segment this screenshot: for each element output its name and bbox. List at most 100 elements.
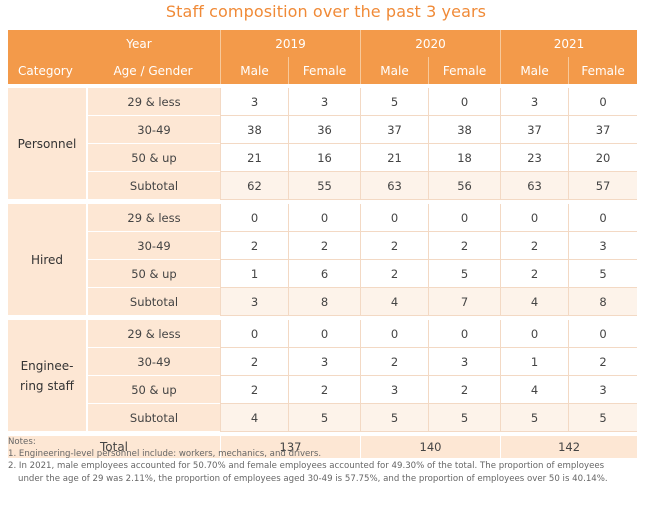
notes-heading: Notes: bbox=[8, 437, 36, 447]
note-1: 1. Engineering-level personnel include: … bbox=[8, 449, 322, 460]
value-cell: 2 bbox=[500, 260, 569, 288]
female-header: Female bbox=[568, 57, 638, 84]
total-value-2021: 142 bbox=[500, 436, 638, 458]
category-cell: Enginee-ring staff bbox=[8, 320, 86, 432]
table-row: 30-49 2 3 2 3 1 2 bbox=[8, 348, 638, 376]
value-cell: 5 bbox=[568, 260, 638, 288]
value-cell: 36 bbox=[288, 116, 361, 144]
age-cell: 50 & up bbox=[86, 144, 220, 172]
table-row: Subtotal 3 8 4 7 4 8 bbox=[8, 288, 638, 316]
header-row-years: Year 2019 2020 2021 bbox=[8, 30, 638, 57]
value-cell: 3 bbox=[568, 376, 638, 404]
value-cell: 2 bbox=[568, 348, 638, 376]
value-cell: 3 bbox=[500, 88, 569, 116]
page-title: Staff composition over the past 3 years bbox=[165, 2, 487, 21]
year-header-2019: 2019 bbox=[220, 30, 361, 57]
age-gender-header: Age / Gender bbox=[86, 57, 220, 84]
header-row-gender: Category Age / Gender Male Female Male F… bbox=[8, 57, 638, 84]
value-cell: 0 bbox=[568, 320, 638, 348]
age-cell: 50 & up bbox=[86, 376, 220, 404]
value-cell: 63 bbox=[500, 172, 569, 200]
table-row: 30-49 2 2 2 2 2 3 bbox=[8, 232, 638, 260]
value-cell: 2 bbox=[220, 376, 288, 404]
table-row: 50 & up 1 6 2 5 2 5 bbox=[8, 260, 638, 288]
value-cell: 38 bbox=[220, 116, 288, 144]
value-cell: 2 bbox=[360, 348, 429, 376]
value-cell: 37 bbox=[360, 116, 429, 144]
total-label: Total bbox=[8, 436, 220, 458]
value-cell: 38 bbox=[428, 116, 501, 144]
total-row: Total 137 140 142 bbox=[8, 436, 638, 458]
value-cell: 3 bbox=[220, 88, 288, 116]
value-cell: 2 bbox=[288, 232, 361, 260]
value-cell: 18 bbox=[428, 144, 501, 172]
value-cell: 16 bbox=[288, 144, 361, 172]
value-cell: 2 bbox=[220, 232, 288, 260]
age-cell: 29 & less bbox=[86, 204, 220, 232]
value-cell: 5 bbox=[500, 404, 569, 432]
value-cell: 63 bbox=[360, 172, 429, 200]
value-cell: 2 bbox=[428, 376, 501, 404]
value-cell: 0 bbox=[500, 204, 569, 232]
value-cell: 5 bbox=[568, 404, 638, 432]
value-cell: 2 bbox=[288, 376, 361, 404]
value-cell: 2 bbox=[220, 348, 288, 376]
age-cell: Subtotal bbox=[86, 288, 220, 316]
value-cell: 4 bbox=[220, 404, 288, 432]
value-cell: 2 bbox=[500, 232, 569, 260]
value-cell: 56 bbox=[428, 172, 501, 200]
male-header: Male bbox=[220, 57, 288, 84]
value-cell: 4 bbox=[500, 288, 569, 316]
year-header: Year bbox=[8, 30, 220, 57]
value-cell: 3 bbox=[428, 348, 501, 376]
category-label: Hired bbox=[30, 252, 64, 267]
age-cell: 29 & less bbox=[86, 88, 220, 116]
value-cell: 0 bbox=[428, 320, 501, 348]
value-cell: 21 bbox=[220, 144, 288, 172]
value-cell: 0 bbox=[568, 204, 638, 232]
category-label: Personnel bbox=[17, 136, 77, 151]
value-cell: 3 bbox=[288, 348, 361, 376]
value-cell: 3 bbox=[568, 232, 638, 260]
table-row: Subtotal 4 5 5 5 5 5 bbox=[8, 404, 638, 432]
female-header: Female bbox=[428, 57, 501, 84]
table-row: 50 & up 21 16 21 18 23 20 bbox=[8, 144, 638, 172]
value-cell: 0 bbox=[360, 320, 429, 348]
year-header-2020: 2020 bbox=[360, 30, 501, 57]
value-cell: 0 bbox=[360, 204, 429, 232]
value-cell: 3 bbox=[220, 288, 288, 316]
value-cell: 4 bbox=[360, 288, 429, 316]
value-cell: 0 bbox=[288, 320, 361, 348]
value-cell: 55 bbox=[288, 172, 361, 200]
value-cell: 5 bbox=[360, 404, 429, 432]
table-row: Personnel 29 & less 3 3 5 0 3 0 bbox=[8, 88, 638, 200]
value-cell: 6 bbox=[288, 260, 361, 288]
value-cell: 7 bbox=[428, 288, 501, 316]
table-row: 30-49 38 36 37 38 37 37 bbox=[8, 116, 638, 144]
value-cell: 2 bbox=[360, 260, 429, 288]
value-cell: 37 bbox=[500, 116, 569, 144]
total-value-2019: 137 bbox=[220, 436, 361, 458]
year-header-2021: 2021 bbox=[500, 30, 638, 57]
value-cell: 3 bbox=[360, 376, 429, 404]
value-cell: 0 bbox=[220, 204, 288, 232]
category-header: Category bbox=[8, 57, 86, 84]
value-cell: 0 bbox=[500, 320, 569, 348]
male-header: Male bbox=[360, 57, 429, 84]
value-cell: 57 bbox=[568, 172, 638, 200]
value-cell: 8 bbox=[288, 288, 361, 316]
category-label: Enginee- bbox=[20, 358, 74, 373]
age-cell: 30-49 bbox=[86, 116, 220, 144]
note-2-continued: under the age of 29 was 2.11%, the propo… bbox=[18, 473, 608, 484]
table-row: Subtotal 62 55 63 56 63 57 bbox=[8, 172, 638, 200]
female-header: Female bbox=[288, 57, 361, 84]
value-cell: 2 bbox=[360, 232, 429, 260]
value-cell: 5 bbox=[428, 260, 501, 288]
value-cell: 62 bbox=[220, 172, 288, 200]
value-cell: 37 bbox=[568, 116, 638, 144]
value-cell: 0 bbox=[288, 204, 361, 232]
value-cell: 0 bbox=[220, 320, 288, 348]
table-row: 50 & up 2 2 3 2 4 3 bbox=[8, 376, 638, 404]
value-cell: 3 bbox=[288, 88, 361, 116]
value-cell: 2 bbox=[428, 232, 501, 260]
